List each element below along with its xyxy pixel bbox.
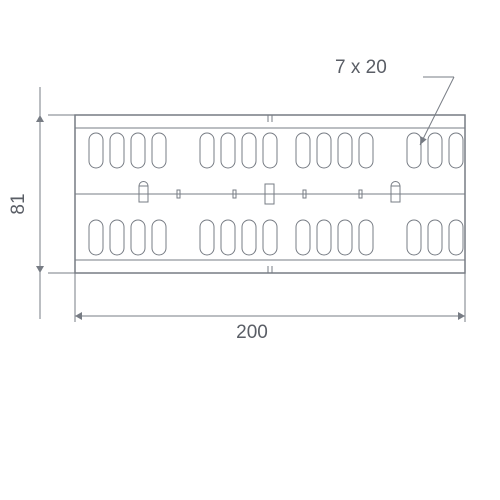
dim-value-width: 200 xyxy=(236,322,268,343)
slot xyxy=(407,133,421,168)
slot xyxy=(449,133,463,168)
slot xyxy=(152,220,166,255)
slot xyxy=(110,220,124,255)
slot xyxy=(89,220,103,255)
technical-drawing: 81 200 7 x 20 xyxy=(0,0,500,500)
slot xyxy=(263,220,277,255)
slot xyxy=(110,133,124,168)
slot xyxy=(428,133,442,168)
slot xyxy=(200,133,214,168)
slot xyxy=(428,220,442,255)
slot xyxy=(221,133,235,168)
slot xyxy=(131,220,145,255)
slot-dimension-label: 7 x 20 xyxy=(335,57,387,78)
slot xyxy=(317,133,331,168)
slot xyxy=(338,133,352,168)
slot xyxy=(317,220,331,255)
slot xyxy=(449,220,463,255)
slot xyxy=(242,133,256,168)
slot xyxy=(296,133,310,168)
slot xyxy=(200,220,214,255)
slot xyxy=(338,220,352,255)
slot xyxy=(359,220,373,255)
slot xyxy=(263,133,277,168)
leader-diagonal xyxy=(420,77,454,145)
dim-value-height: 81 xyxy=(8,193,29,214)
slot xyxy=(296,220,310,255)
slot xyxy=(221,220,235,255)
slot xyxy=(89,133,103,168)
slot xyxy=(359,133,373,168)
slot xyxy=(131,133,145,168)
slot xyxy=(407,220,421,255)
slot xyxy=(152,133,166,168)
slot xyxy=(242,220,256,255)
